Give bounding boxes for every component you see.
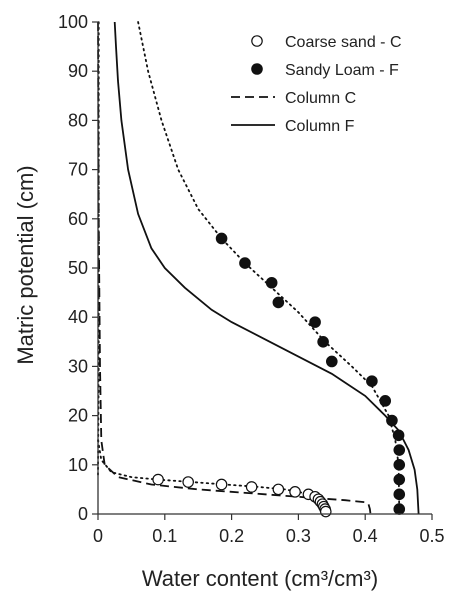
x-tick-label: 0.5 (419, 526, 444, 546)
data-point-sandy-loam-f (317, 335, 329, 348)
data-point-sandy-loam-f (325, 355, 338, 368)
data-point-sandy-loam-f (309, 316, 321, 328)
series-layer (97, 21, 420, 518)
x-tick-label: 0 (93, 526, 103, 546)
data-point-sandy-loam-f (393, 444, 406, 456)
data-point-coarse-sand-c (319, 505, 332, 518)
series-line-dotted-fit-5 (137, 21, 401, 515)
y-tick-label: 30 (68, 356, 88, 376)
y-tick-label: 40 (68, 307, 88, 327)
series-line-column-c (97, 21, 372, 515)
y-axis-title: Matric potential (cm) (13, 165, 38, 364)
legend: Coarse sand - C Sandy Loam - F Column C Col… (231, 34, 402, 135)
data-point-sandy-loam-f (265, 276, 278, 289)
data-point-sandy-loam-f (215, 232, 228, 245)
series-line-column-f (113, 21, 420, 515)
y-tick-label: 50 (68, 258, 88, 278)
legend-label: Column C (285, 90, 356, 107)
y-tick-label: 90 (68, 61, 88, 81)
data-point-sandy-loam-f (272, 296, 285, 309)
data-point-coarse-sand-c (152, 473, 164, 486)
x-tick-label: 0.4 (353, 526, 378, 546)
x-tick-label: 0.2 (219, 526, 244, 546)
data-point-sandy-loam-f (393, 458, 406, 471)
y-tick-label: 10 (68, 455, 88, 475)
legend-label: Coarse sand - C (285, 34, 402, 51)
data-point-sandy-loam-f (239, 257, 251, 269)
y-tick-label: 0 (78, 504, 88, 524)
data-point-sandy-loam-f (393, 473, 406, 486)
y-tick-label: 60 (68, 209, 88, 229)
data-point-sandy-loam-f (393, 503, 406, 515)
x-tick-label: 0.1 (152, 526, 177, 546)
data-point-sandy-loam-f (366, 375, 378, 387)
x-tick-label: 0.3 (286, 526, 311, 546)
data-point-coarse-sand-c (182, 476, 194, 488)
y-tick-label: 70 (68, 160, 88, 180)
y-tick-label: 100 (58, 12, 88, 32)
data-point-coarse-sand-c (272, 483, 285, 496)
data-point-coarse-sand-c (215, 478, 228, 491)
axes: 0 10 20 30 40 50 60 70 80 90 100 0 0.1 0.2 0.3 0.4 0.5 (58, 12, 445, 546)
data-point-sandy-loam-f (392, 429, 405, 442)
data-point-sandy-loam-f (379, 395, 392, 407)
legend-label: Column F (285, 118, 355, 135)
x-axis-title: Water content (cm³/cm³) (142, 566, 378, 591)
series-line-dotted-fit-4 (97, 21, 100, 476)
legend-label: Sandy Loam - F (285, 62, 399, 79)
y-tick-label: 80 (68, 110, 88, 130)
series-line-dotted-fit-6 (97, 439, 328, 513)
y-tick-label: 20 (68, 406, 88, 426)
data-point-sandy-loam-f (393, 488, 406, 501)
legend-marker (251, 63, 263, 75)
data-point-sandy-loam-f (386, 414, 398, 427)
data-point-coarse-sand-c (289, 486, 301, 498)
data-point-coarse-sand-c (245, 481, 258, 493)
legend-marker (251, 35, 263, 47)
